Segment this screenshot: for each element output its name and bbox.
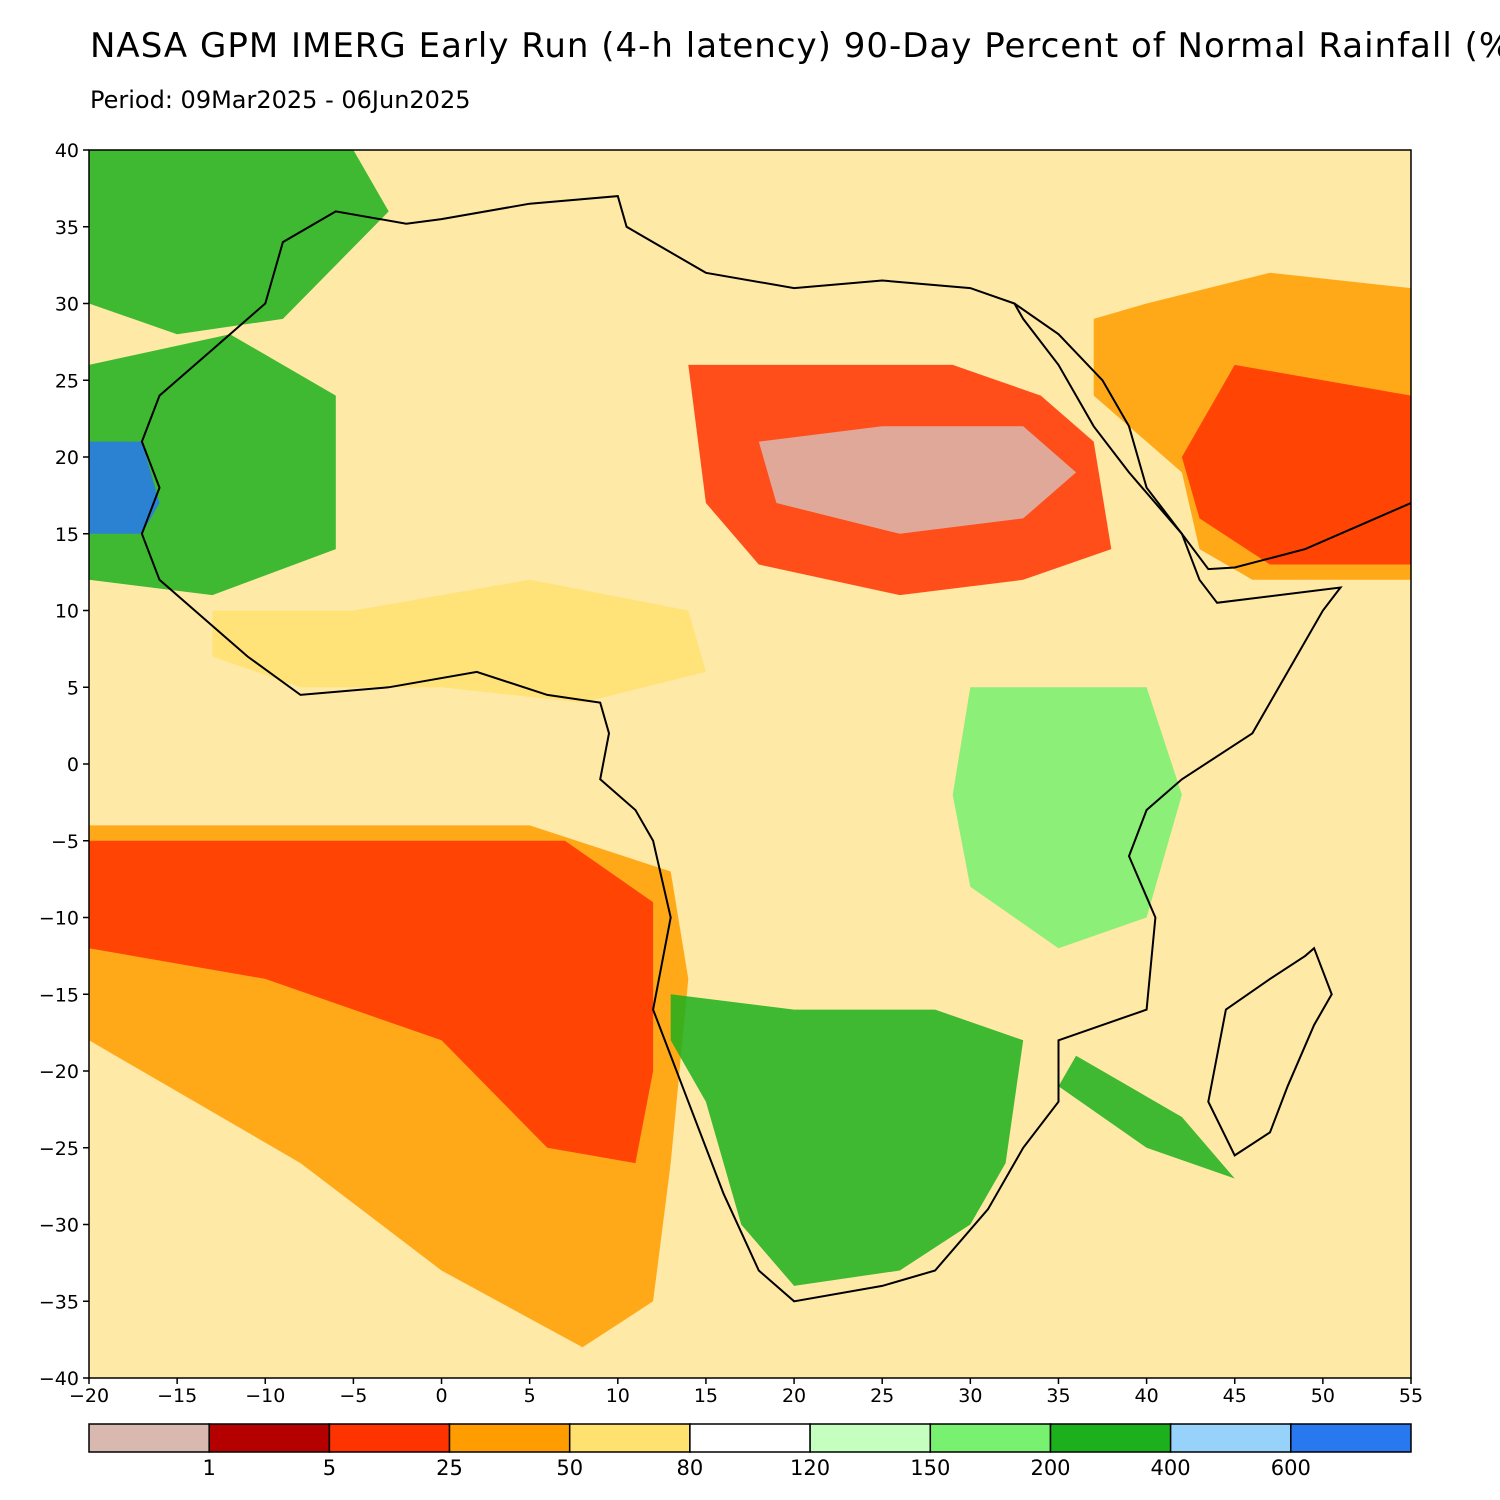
colorbar-label: 25 (436, 1456, 463, 1480)
lon-tick-label: −20 (69, 1385, 109, 1407)
lon-tick-label: 30 (958, 1385, 982, 1407)
colorbar-swatch (568, 1423, 691, 1453)
region-morocco-green (89, 150, 389, 335)
lon-tick-label: 40 (1135, 1385, 1159, 1407)
lat-tick-label: −10 (39, 908, 79, 930)
colorbar-swatch (809, 1423, 932, 1453)
lon-tick-label: 35 (1046, 1385, 1070, 1407)
lon-tick-label: 5 (524, 1385, 536, 1407)
region-mauritania-wet (89, 334, 336, 596)
country-borders (140, 195, 1411, 1303)
lon-tick-label: 25 (870, 1385, 894, 1407)
colorbar-label: 120 (790, 1456, 830, 1480)
colorbar-swatch (328, 1423, 451, 1453)
colorbar-label: 600 (1271, 1456, 1311, 1480)
rainfall-regions (89, 150, 1411, 1348)
lat-tick-label: 25 (55, 370, 79, 392)
lat-tick-label: 5 (67, 677, 79, 699)
colorbar-swatch (88, 1423, 210, 1453)
lat-tick-label: −15 (39, 984, 79, 1006)
colorbar-label: 150 (910, 1456, 950, 1480)
region-atlantic-north-blue (89, 441, 160, 534)
colorbar: 1 5 25 50 80 120 150 200 400 600 (88, 1423, 1412, 1480)
lat-tick-label: −5 (51, 831, 79, 853)
lat-tick-label: −40 (39, 1368, 79, 1390)
lon-tick-label: 10 (606, 1385, 630, 1407)
colorbar-swatch (689, 1423, 811, 1453)
lon-tick-label: −10 (245, 1385, 285, 1407)
colorbar-label: 200 (1030, 1456, 1070, 1480)
lat-tick-label: 35 (55, 217, 79, 239)
lon-tick-label: 45 (1223, 1385, 1247, 1407)
region-east-africa-green (952, 687, 1182, 949)
colorbar-swatch (1169, 1423, 1292, 1453)
colorbar-swatch (929, 1423, 1052, 1453)
region-sudan-chad-driest (758, 426, 1077, 534)
madagascar-coastline (1207, 946, 1333, 1157)
colorbar-label: 1 (203, 1456, 216, 1480)
region-atlantic-south-core (89, 840, 654, 1164)
lat-tick-label: 15 (55, 524, 79, 546)
lat-tick-label: 30 (55, 294, 79, 316)
region-arabia-core (1181, 364, 1411, 565)
colorbar-label: 80 (677, 1456, 704, 1480)
region-southern-africa-wet (670, 994, 1024, 1286)
lon-tick-label: −5 (339, 1385, 367, 1407)
plot-area (88, 149, 1412, 1379)
lat-tick-label: −20 (39, 1061, 79, 1083)
lon-tick-label: −15 (157, 1385, 197, 1407)
axis-ticks: −20 −15 −10 −5 0 5 10 15 20 25 30 35 40 45 50 554035302… (39, 140, 1423, 1407)
colorbar-swatch (1049, 1423, 1172, 1453)
colorbar-label: 400 (1151, 1456, 1191, 1480)
lat-tick-label: −35 (39, 1291, 79, 1313)
lon-tick-label: 50 (1311, 1385, 1335, 1407)
lat-tick-label: 20 (55, 447, 79, 469)
lat-tick-label: 10 (55, 601, 79, 623)
map-subtitle: Period: 09Mar2025 - 06Jun2025 (90, 86, 471, 114)
region-mozambique-channel-wet (1058, 1055, 1235, 1179)
colorbar-swatch (1290, 1423, 1412, 1453)
africa-coastline (140, 195, 1343, 1303)
lon-tick-label: 20 (782, 1385, 806, 1407)
lon-tick-label: 55 (1399, 1385, 1423, 1407)
colorbar-label: 5 (323, 1456, 336, 1480)
lat-tick-label: 0 (67, 754, 79, 776)
lat-tick-label: 40 (55, 140, 79, 162)
lat-tick-label: −30 (39, 1215, 79, 1237)
region-guinea-coast-yellow (212, 579, 706, 703)
arabia-coastline (1013, 302, 1411, 571)
colorbar-swatch (448, 1423, 571, 1453)
lon-tick-label: 0 (435, 1385, 447, 1407)
lat-tick-label: −25 (39, 1138, 79, 1160)
colorbar-label: 50 (556, 1456, 583, 1480)
colorbar-swatch (208, 1423, 331, 1453)
lon-tick-label: 15 (694, 1385, 718, 1407)
map-title: NASA GPM IMERG Early Run (4-h latency) 9… (90, 26, 1500, 66)
